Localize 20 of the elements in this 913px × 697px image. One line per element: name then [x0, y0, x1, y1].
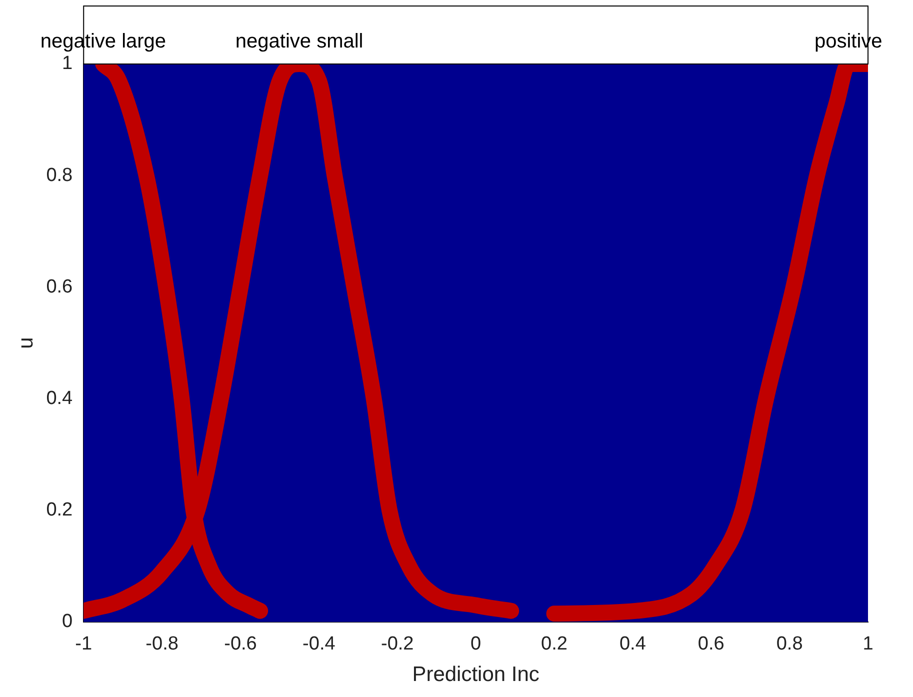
y-tick-label: 0.6 — [46, 276, 73, 298]
y-tick-label: 0.4 — [46, 388, 74, 410]
x-tick-label: 0.2 — [541, 634, 568, 655]
x-axis-title: Prediction Inc — [412, 663, 540, 686]
x-tick-label: -0.2 — [380, 634, 414, 655]
y-tick-label: 0 — [62, 611, 73, 632]
x-tick-label: 0 — [470, 634, 482, 655]
y-tick-label: 0.8 — [46, 164, 73, 186]
x-tick-label: -0.4 — [302, 634, 336, 655]
x-tick-label: 0.8 — [776, 634, 803, 655]
y-tick-label: 0.2 — [46, 500, 73, 521]
x-tick-label: 0.6 — [698, 634, 724, 655]
y-tick-label: 1 — [62, 53, 73, 74]
x-tick-label: 1 — [862, 634, 874, 655]
x-tick-label: -0.8 — [146, 634, 178, 655]
x-tick-label: -0.6 — [224, 634, 257, 655]
x-tick-label: 0.4 — [619, 634, 646, 655]
y-axis-title: u — [14, 337, 38, 349]
series-label: negative small — [235, 30, 364, 53]
x-tick-label: -1 — [75, 634, 92, 655]
